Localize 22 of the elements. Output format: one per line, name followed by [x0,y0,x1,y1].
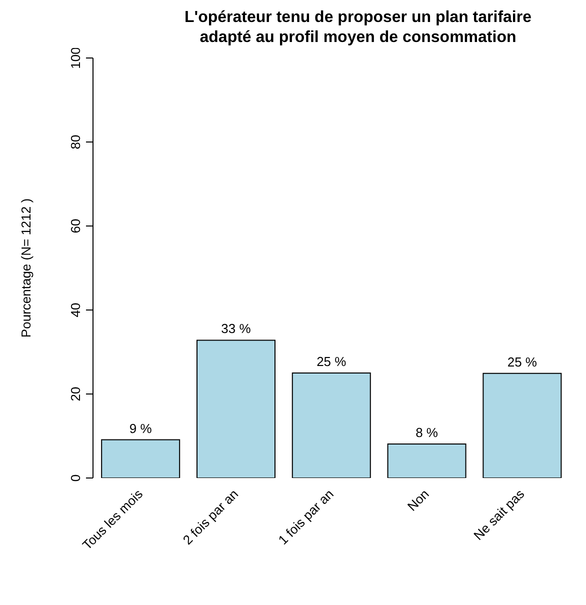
y-tick-label: 80 [68,134,83,150]
x-tick-label: Non [404,486,432,514]
bar [387,443,466,478]
data-label: 25 % [316,354,347,369]
bar [482,372,562,478]
chart-title: L'opérateur tenu de proposer un plan tarifaire adapté au profil moyen de consommation [184,8,532,48]
y-tick-label: 40 [68,302,83,318]
y-tick-label: 20 [68,386,83,402]
bar [101,439,180,478]
y-tick-label: 100 [68,47,83,69]
data-label: 25 % [507,354,538,370]
x-tick-label: Ne sait pas [470,486,528,543]
y-tick-label: 60 [68,218,83,234]
data-label: 33 % [221,321,252,336]
bar [196,340,276,478]
data-label: 8 % [416,424,438,440]
y-axis-title: Pourcentage (N= 1212 ) [18,198,34,338]
x-tick-label: 1 fois par an [275,486,336,548]
y-tick-label: 0 [68,474,83,482]
data-label: 9 % [129,420,152,436]
bar [292,372,371,478]
x-tick-label: 2 fois par an [180,486,242,548]
